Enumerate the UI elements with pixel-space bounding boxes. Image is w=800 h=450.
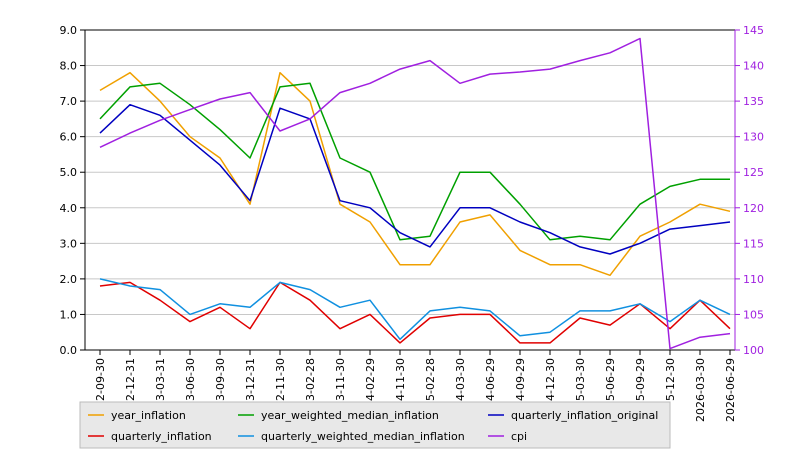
x-tick-label: 2-12-31 xyxy=(124,358,137,401)
y-tick-label-right: 115 xyxy=(743,237,764,250)
y-tick-label-left: 6.0 xyxy=(60,131,78,144)
x-tick-label: 5-12-30 xyxy=(664,358,677,401)
x-tick-label: 5-03-30 xyxy=(574,358,587,401)
y-tick-label-right: 100 xyxy=(743,344,764,357)
x-axis: 2-09-30 2-12-31 3-03-31 3-06-30 3-09-30 3-12-… xyxy=(94,350,737,422)
x-tick-label: 5-02-28 xyxy=(424,358,437,401)
series-line-quarterly-inflation xyxy=(99,281,731,344)
legend-label: year_weighted_median_inflation xyxy=(261,409,439,422)
y-tick-label-right: 105 xyxy=(743,308,764,321)
series-layer xyxy=(99,37,731,350)
y-tick-label-right: 110 xyxy=(743,273,764,286)
y-tick-label-right: 125 xyxy=(743,166,764,179)
y-tick-label-left: 8.0 xyxy=(60,60,78,73)
y-tick-label-left: 4.0 xyxy=(60,202,78,215)
y-tick-label-right: 130 xyxy=(743,131,764,144)
series-line-year-weighted-median-inflation xyxy=(99,82,730,241)
legend-label: cpi xyxy=(511,430,527,443)
grid-lines xyxy=(85,65,735,315)
y-tick-label-left: 2.0 xyxy=(60,273,78,286)
legend-label: quarterly_inflation xyxy=(111,430,212,443)
x-tick-label: 3-02-28 xyxy=(304,358,317,401)
series-line-cpi xyxy=(99,37,731,350)
x-tick-label: 4-06-29 xyxy=(484,358,497,401)
x-tick-label: 4-12-30 xyxy=(544,358,557,401)
series-line-quarterly-weighted-median-inflation xyxy=(99,278,731,341)
y-tick-label-right: 135 xyxy=(743,95,764,108)
legend-label: quarterly_weighted_median_inflation xyxy=(261,430,465,443)
x-tick-label: 4-09-29 xyxy=(514,358,527,401)
legend-label: year_inflation xyxy=(111,409,186,422)
x-tick-label: 3-09-30 xyxy=(214,358,227,401)
x-tick-label: 2026-03-30 xyxy=(694,358,707,422)
series-line-quarterly-inflation-original xyxy=(99,103,731,255)
x-tick-label: 3-06-30 xyxy=(184,358,197,401)
x-tick-label: 5-09-29 xyxy=(634,358,647,401)
x-tick-label: 3-03-31 xyxy=(154,358,167,401)
x-tick-label: 5-06-29 xyxy=(604,358,617,401)
y-axis-right: 100 105 110 115 120 125 130 135 140 145 xyxy=(734,24,764,357)
y-tick-label-right: 140 xyxy=(743,60,764,73)
x-tick-label: 4-11-30 xyxy=(394,358,407,401)
y-tick-label-left: 1.0 xyxy=(60,308,78,321)
legend-label: quarterly_inflation_original xyxy=(511,409,658,422)
y-tick-label-right: 145 xyxy=(743,24,764,37)
y-tick-label-right: 120 xyxy=(743,202,764,215)
legend: year_inflation year_weighted_median_infla… xyxy=(79,401,671,449)
x-tick-label: 2-11-30 xyxy=(274,358,287,401)
y-tick-label-left: 0.0 xyxy=(60,344,78,357)
y-tick-label-left: 5.0 xyxy=(60,166,78,179)
y-tick-label-left: 7.0 xyxy=(60,95,78,108)
x-tick-label: 3-12-31 xyxy=(244,358,257,401)
y-axis-left: 0.0 1.0 2.0 3.0 4.0 5.0 6.0 7.0 8.0 9.0 xyxy=(60,24,85,357)
x-tick-label: 3-11-30 xyxy=(334,358,347,401)
series-line-year-inflation xyxy=(99,71,731,277)
legend-box xyxy=(79,401,671,449)
y-tick-label-left: 3.0 xyxy=(60,237,78,250)
x-tick-label: 2-09-30 xyxy=(94,358,107,401)
x-tick-label: 4-02-29 xyxy=(364,358,377,401)
x-tick-label: 4-03-30 xyxy=(454,358,467,401)
x-tick-label: 2026-06-29 xyxy=(724,358,737,422)
y-tick-label-left: 9.0 xyxy=(60,24,78,37)
